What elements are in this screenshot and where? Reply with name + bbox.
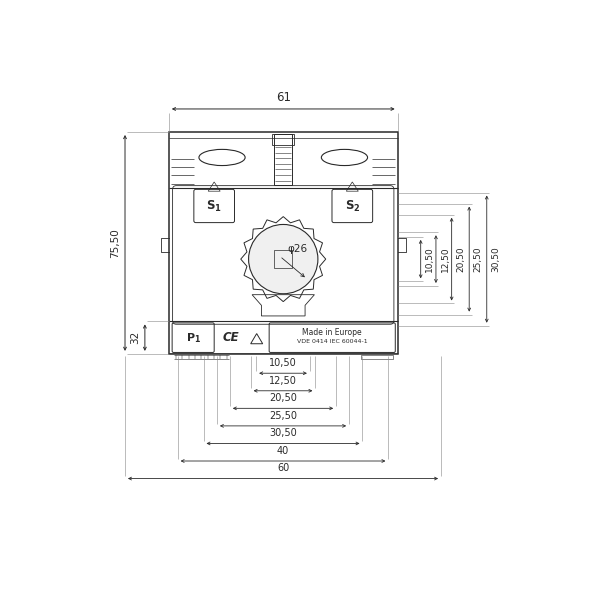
Text: 25,50: 25,50 (269, 411, 297, 421)
Text: 12,50: 12,50 (269, 376, 297, 386)
Text: $\mathbf{S_1}$: $\mathbf{S_1}$ (206, 199, 222, 214)
Text: 75,50: 75,50 (110, 228, 121, 258)
Text: VDE 0414 IEC 60044-1: VDE 0414 IEC 60044-1 (297, 339, 368, 344)
Text: 10,50: 10,50 (269, 358, 297, 368)
Text: 20,50: 20,50 (456, 246, 465, 272)
Text: $\mathbf{P_1}$: $\mathbf{P_1}$ (185, 331, 201, 344)
Text: $\mathbf{S_2}$: $\mathbf{S_2}$ (344, 199, 360, 214)
Text: CE: CE (223, 331, 239, 344)
Text: 20,50: 20,50 (269, 393, 297, 403)
Circle shape (248, 224, 318, 294)
Text: 40: 40 (277, 446, 289, 456)
Text: Made in Europe: Made in Europe (302, 328, 362, 337)
Text: 30,50: 30,50 (269, 428, 297, 439)
Text: 12,50: 12,50 (440, 246, 449, 272)
Text: 60: 60 (277, 463, 289, 473)
Text: 30,50: 30,50 (491, 246, 500, 272)
Text: 25,50: 25,50 (474, 246, 483, 272)
Text: φ26: φ26 (287, 244, 307, 254)
Text: 32: 32 (130, 331, 140, 344)
Text: 10,50: 10,50 (425, 246, 434, 272)
Text: 61: 61 (276, 91, 291, 104)
